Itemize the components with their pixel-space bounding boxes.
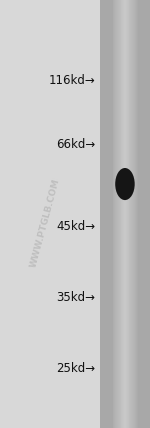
Bar (113, 0, 137, 428)
Bar (100, 0, 150, 428)
Text: 35kd→: 35kd→ (57, 291, 96, 304)
Bar (120, 0, 130, 428)
Bar (114, 0, 136, 428)
Text: 45kd→: 45kd→ (56, 220, 96, 233)
Text: 66kd→: 66kd→ (56, 138, 96, 151)
Bar (123, 0, 127, 428)
Bar (116, 0, 134, 428)
Bar (118, 0, 132, 428)
Bar (122, 0, 129, 428)
Text: 25kd→: 25kd→ (56, 363, 96, 375)
Bar (112, 0, 138, 428)
Bar (122, 0, 128, 428)
Bar (124, 0, 126, 428)
Text: WWW.PTGLB.COM: WWW.PTGLB.COM (29, 177, 61, 268)
Text: 116kd→: 116kd→ (49, 74, 96, 87)
Bar (115, 0, 135, 428)
Bar (0, 0, 100, 428)
Ellipse shape (115, 168, 135, 200)
Bar (117, 0, 133, 428)
Bar (119, 0, 131, 428)
Bar (121, 0, 129, 428)
